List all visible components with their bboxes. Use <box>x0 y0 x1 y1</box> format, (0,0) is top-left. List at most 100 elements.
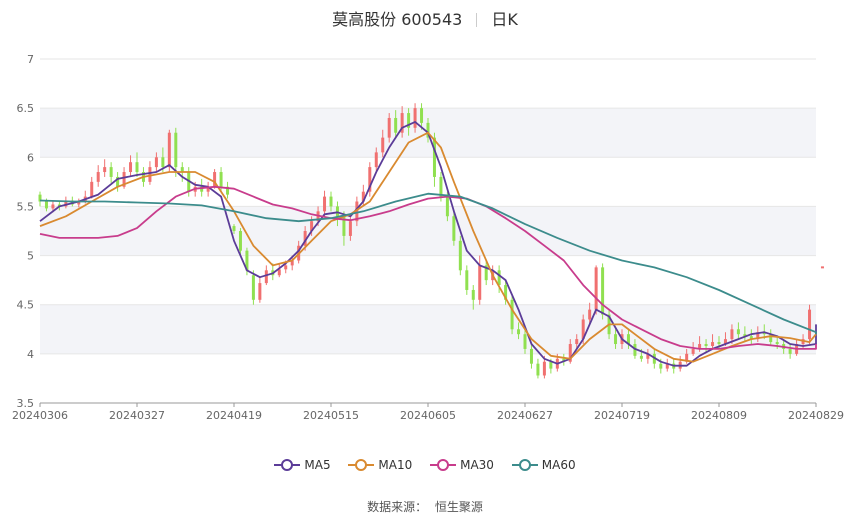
candle <box>238 231 242 251</box>
candle <box>90 181 94 197</box>
grid-band <box>40 206 816 256</box>
x-tick-label: 20240809 <box>691 409 747 422</box>
legend-ma60-label: MA60 <box>541 458 576 472</box>
candle <box>277 269 281 276</box>
x-tick-label: 20240306 <box>12 409 68 422</box>
grid-band <box>40 304 816 354</box>
legend-ma30[interactable]: MA30 <box>430 458 494 472</box>
candle <box>335 206 339 217</box>
candle <box>445 196 449 217</box>
x-tick-label: 20240605 <box>400 409 456 422</box>
x-tick-label: 20240829 <box>788 409 844 422</box>
candle <box>226 186 230 195</box>
candle <box>685 353 689 362</box>
candle <box>562 358 566 362</box>
legend-ma5-label: MA5 <box>304 458 331 472</box>
legend-ma60[interactable]: MA60 <box>511 458 576 472</box>
candle <box>77 201 81 205</box>
candle <box>57 204 61 207</box>
candle <box>245 250 249 271</box>
candle <box>594 267 598 310</box>
candle <box>129 162 133 173</box>
candle <box>51 204 55 209</box>
candle <box>633 344 637 356</box>
candle <box>432 137 436 177</box>
ma-line-ma60 <box>39 192 817 335</box>
candle <box>536 363 540 376</box>
legend-ma60-marker <box>511 459 538 471</box>
candle <box>38 194 42 202</box>
candle <box>96 172 100 182</box>
candle <box>820 266 824 269</box>
y-tick-label: 3.5 <box>17 397 35 410</box>
chart-title: 莫高股份 600543 日K <box>0 6 850 30</box>
candle <box>116 176 120 187</box>
candle <box>180 167 184 173</box>
candle <box>103 167 107 173</box>
candle <box>426 122 430 138</box>
candle <box>523 334 527 349</box>
period-label: 日K <box>491 10 518 29</box>
candle <box>284 265 288 270</box>
legend-ma10-marker <box>348 459 375 471</box>
candle <box>581 319 585 340</box>
candle <box>232 226 236 231</box>
candle <box>639 355 643 359</box>
candle <box>504 285 508 300</box>
candle <box>206 186 210 192</box>
candle <box>329 196 333 207</box>
candle <box>44 201 48 209</box>
y-tick-label: 4.5 <box>17 299 35 312</box>
candle <box>387 117 391 138</box>
candle <box>665 363 669 369</box>
candle <box>588 309 592 320</box>
candle <box>303 231 307 246</box>
candle <box>762 332 766 335</box>
candle <box>148 167 152 182</box>
candle <box>109 167 113 177</box>
candle <box>167 132 171 168</box>
candle <box>290 260 294 266</box>
candle <box>439 176 443 197</box>
candle <box>407 113 411 128</box>
candle <box>161 157 165 168</box>
candle <box>723 339 727 345</box>
legend-ma30-marker <box>430 459 457 471</box>
y-tick-label: 6 <box>27 151 34 164</box>
legend: MA5 MA10 MA30 MA60 <box>0 458 850 472</box>
candle <box>529 348 533 364</box>
candle <box>691 348 695 354</box>
candle <box>510 299 514 330</box>
candle <box>698 344 702 349</box>
candle <box>471 289 475 300</box>
ma-line-ma5 <box>39 121 817 367</box>
candle <box>135 162 139 173</box>
ma-line-ma10 <box>39 131 817 363</box>
candle <box>420 108 424 123</box>
candle <box>704 344 708 346</box>
data-source-value: 恒生聚源 <box>434 500 483 514</box>
y-tick-label: 6.5 <box>17 102 35 115</box>
x-tick-label: 20240327 <box>109 409 165 422</box>
candle <box>484 265 488 281</box>
candle <box>711 342 715 346</box>
y-tick-label: 5.5 <box>17 200 35 213</box>
y-tick-label: 7 <box>27 53 34 66</box>
ma-line-ma30 <box>39 185 817 350</box>
candle <box>323 196 327 212</box>
legend-ma5[interactable]: MA5 <box>274 458 331 472</box>
candle <box>542 361 546 376</box>
candle <box>749 336 753 340</box>
y-tick-label: 5 <box>27 250 34 263</box>
legend-ma10[interactable]: MA10 <box>348 458 412 472</box>
candle <box>400 113 404 133</box>
stock-name: 莫高股份 600543 <box>332 10 463 29</box>
candle <box>64 200 68 207</box>
data-source-label: 数据来源： <box>367 500 428 514</box>
candle <box>452 216 456 241</box>
candle <box>200 186 204 192</box>
candle <box>730 329 734 340</box>
candle <box>458 240 462 271</box>
candle <box>310 221 314 231</box>
candle <box>348 221 352 236</box>
